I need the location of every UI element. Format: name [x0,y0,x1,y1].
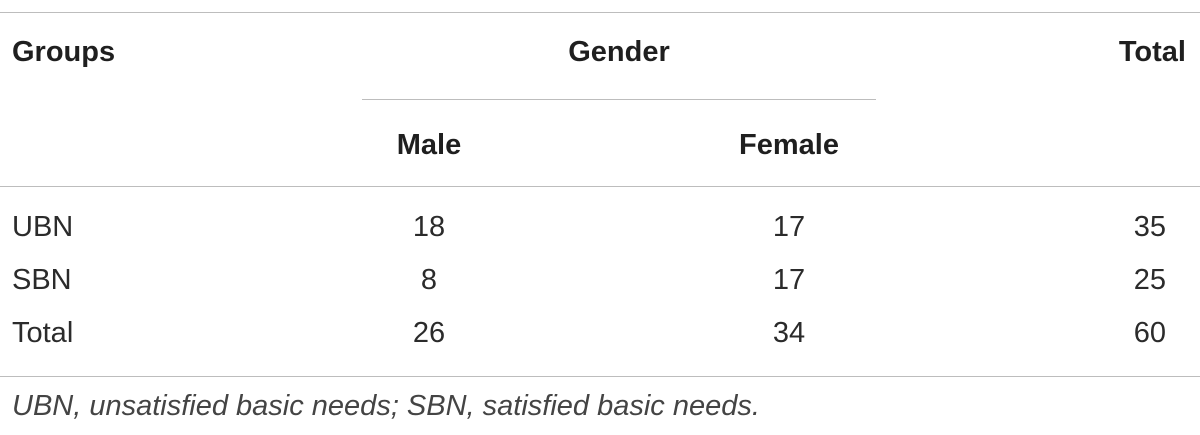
header-bottom-rule [0,186,1200,187]
table-footnote: UBN, unsatisfied basic needs; SBN, satis… [12,390,760,422]
cell-female: 17 [772,211,806,243]
cell-total: 35 [1133,211,1166,243]
cell-female: 17 [772,264,806,296]
cell-male: 26 [412,317,446,349]
cell-total: 25 [1133,264,1166,296]
cell-group: Total [12,317,74,349]
top-rule [0,12,1200,13]
gender-span-rule [362,99,876,100]
header-total: Total [1118,36,1186,68]
header-female: Female [739,129,839,161]
cell-male: 18 [412,211,446,243]
header-male: Male [396,129,462,161]
cell-group: UBN [12,211,74,243]
cell-male: 8 [420,264,438,296]
cell-group: SBN [12,264,72,296]
cell-female: 34 [772,317,806,349]
table-bottom-rule [0,376,1200,377]
cell-total: 60 [1133,317,1166,349]
header-gender: Gender [568,36,670,68]
header-groups: Groups [12,36,116,68]
